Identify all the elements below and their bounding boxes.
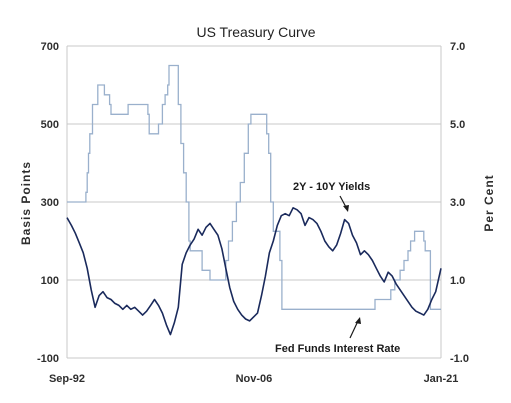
fedfunds-annotation-arrow	[349, 320, 359, 339]
right-tick-label: 3.0	[450, 197, 465, 209]
left-tick-label: 100	[41, 275, 59, 287]
right-tick-label: 5.0	[450, 119, 465, 131]
gridlines	[67, 45, 441, 359]
left-axis-title: Basis Points	[19, 161, 33, 245]
fedfunds-annotation-arrowhead	[355, 317, 361, 324]
series-fed-funds-line	[67, 64, 441, 310]
left-tick-label: -100	[37, 353, 59, 365]
fedfunds-annotation: Fed Funds Interest Rate	[275, 317, 400, 355]
fedfunds-annotation-label: Fed Funds Interest Rate	[275, 343, 400, 355]
left-tick-label: 500	[41, 119, 59, 131]
series-group	[66, 64, 442, 336]
left-axis-ticks: -100 100 300 500 700	[37, 41, 59, 365]
right-tick-label: 7.0	[450, 41, 465, 53]
plot-area	[66, 45, 442, 359]
x-tick-label: Nov-06	[236, 373, 273, 385]
yields-annotation: 2Y - 10Y Yields	[293, 181, 370, 212]
left-tick-label: 700	[41, 41, 59, 53]
chart-title: US Treasury Curve	[196, 24, 315, 40]
right-tick-label: 1.0	[450, 275, 465, 287]
series-2y-10y-line	[66, 207, 442, 336]
x-axis-ticks: Sep-92 Nov-06 Jan-21	[49, 373, 458, 385]
yields-annotation-label: 2Y - 10Y Yields	[293, 181, 370, 193]
yields-annotation-arrowhead	[343, 205, 349, 212]
x-tick-label: Jan-21	[424, 373, 459, 385]
right-tick-label: -1.0	[450, 353, 469, 365]
right-axis-ticks: -1.0 1.0 3.0 5.0 7.0	[450, 41, 469, 365]
x-tick-label: Sep-92	[49, 373, 85, 385]
left-tick-label: 300	[41, 197, 59, 209]
right-axis-title: Per Cent	[482, 174, 496, 231]
